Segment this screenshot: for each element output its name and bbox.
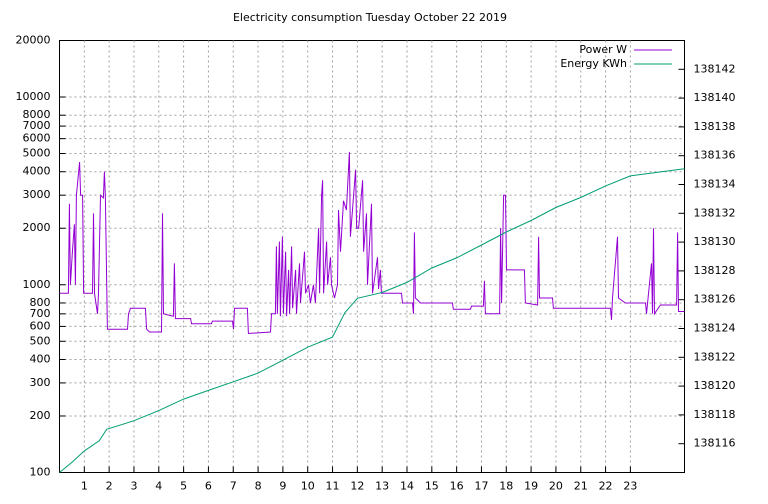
x-tick-label: 20 bbox=[549, 480, 563, 493]
x-tick-label: 22 bbox=[599, 480, 613, 493]
y2-tick-label: 138136 bbox=[694, 149, 736, 162]
x-tick-label: 18 bbox=[499, 480, 513, 493]
y2-tick-label: 138118 bbox=[694, 408, 736, 421]
x-tick-label: 12 bbox=[350, 480, 364, 493]
y-tick-label: 3000 bbox=[23, 188, 51, 201]
x-tick-label: 1 bbox=[81, 480, 88, 493]
x-tick-label: 16 bbox=[450, 480, 464, 493]
x-tick-label: 3 bbox=[130, 480, 137, 493]
y-tick-label: 2000 bbox=[23, 221, 51, 234]
y-tick-label: 7000 bbox=[23, 119, 51, 132]
chart-title: Electricity consumption Tuesday October … bbox=[233, 11, 507, 24]
y-tick-label: 600 bbox=[30, 319, 51, 332]
legend-label: Energy KWh bbox=[560, 57, 627, 70]
x-tick-label: 23 bbox=[623, 480, 637, 493]
x-tick-label: 9 bbox=[279, 480, 286, 493]
x-tick-label: 7 bbox=[230, 480, 237, 493]
x-tick-label: 5 bbox=[180, 480, 187, 493]
y2-tick-label: 138116 bbox=[694, 437, 736, 450]
y-tick-label: 8000 bbox=[23, 108, 51, 121]
x-tick-label: 17 bbox=[474, 480, 488, 493]
y-tick-label: 400 bbox=[30, 352, 51, 365]
y-tick-label: 6000 bbox=[23, 132, 51, 145]
data-line bbox=[59, 168, 685, 473]
x-tick-label: 4 bbox=[155, 480, 162, 493]
y-tick-label: 5000 bbox=[23, 147, 51, 160]
y2-tick-label: 138128 bbox=[694, 264, 736, 277]
data-line bbox=[59, 151, 685, 335]
y2-tick-label: 138142 bbox=[694, 62, 736, 75]
y2-tick-label: 138134 bbox=[694, 178, 736, 191]
y2-tick-label: 138130 bbox=[694, 235, 736, 248]
x-tick-label: 6 bbox=[205, 480, 212, 493]
y2-tick-label: 138126 bbox=[694, 293, 736, 306]
y-tick-label: 300 bbox=[30, 376, 51, 389]
y-tick-label: 800 bbox=[30, 296, 51, 309]
y-tick-label: 100 bbox=[30, 466, 51, 479]
y-tick-label: 10000 bbox=[16, 90, 51, 103]
y2-tick-label: 138138 bbox=[694, 120, 736, 133]
x-tick-label: 21 bbox=[574, 480, 588, 493]
y-tick-label: 700 bbox=[30, 307, 51, 320]
x-tick-label: 13 bbox=[375, 480, 389, 493]
x-tick-label: 11 bbox=[326, 480, 340, 493]
x-tick-label: 19 bbox=[524, 480, 538, 493]
y2-tick-label: 138120 bbox=[694, 379, 736, 392]
x-tick-label: 10 bbox=[301, 480, 315, 493]
y-tick-label: 20000 bbox=[16, 34, 51, 47]
y-tick-label: 1000 bbox=[23, 278, 51, 291]
y2-tick-label: 138122 bbox=[694, 350, 736, 363]
y2-tick-label: 138132 bbox=[694, 206, 736, 219]
y2-tick-label: 138140 bbox=[694, 91, 736, 104]
legend-label: Power W bbox=[579, 43, 627, 56]
plot-frame bbox=[59, 40, 685, 473]
y-tick-label: 500 bbox=[30, 334, 51, 347]
x-tick-label: 14 bbox=[400, 480, 414, 493]
y-tick-label: 200 bbox=[30, 409, 51, 422]
y-tick-label: 4000 bbox=[23, 165, 51, 178]
y2-tick-label: 138124 bbox=[694, 322, 736, 335]
x-tick-label: 2 bbox=[106, 480, 113, 493]
x-tick-label: 8 bbox=[255, 480, 262, 493]
x-tick-label: 15 bbox=[425, 480, 439, 493]
